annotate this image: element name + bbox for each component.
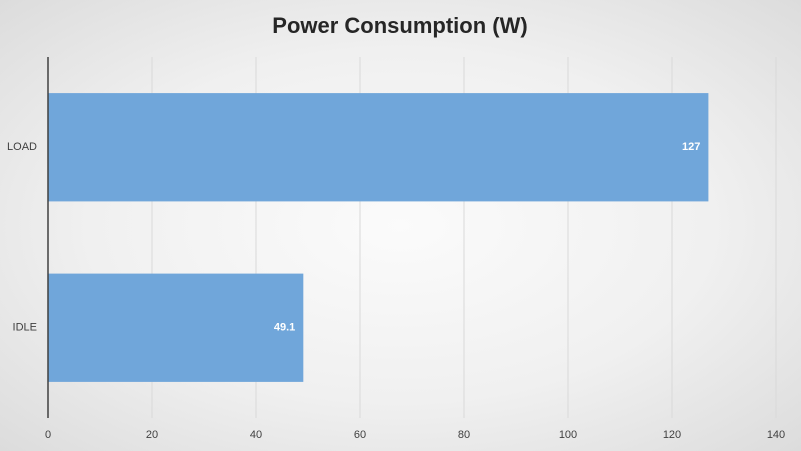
y-tick-label: IDLE xyxy=(13,322,37,334)
bar xyxy=(48,93,709,202)
data-label: 127 xyxy=(682,141,700,153)
x-tick-label: 120 xyxy=(663,429,681,441)
x-tick-label: 100 xyxy=(559,429,577,441)
x-tick-label: 40 xyxy=(250,429,262,441)
y-tick-label: LOAD xyxy=(7,141,37,153)
x-tick-label: 60 xyxy=(354,429,366,441)
x-tick-label: 0 xyxy=(45,429,51,441)
x-tick-label: 140 xyxy=(767,429,785,441)
bar xyxy=(48,273,304,382)
x-tick-label: 20 xyxy=(146,429,158,441)
x-tick-label: 80 xyxy=(458,429,470,441)
chart-title: Power Consumption (W) xyxy=(272,13,527,38)
data-label: 49.1 xyxy=(274,322,295,334)
